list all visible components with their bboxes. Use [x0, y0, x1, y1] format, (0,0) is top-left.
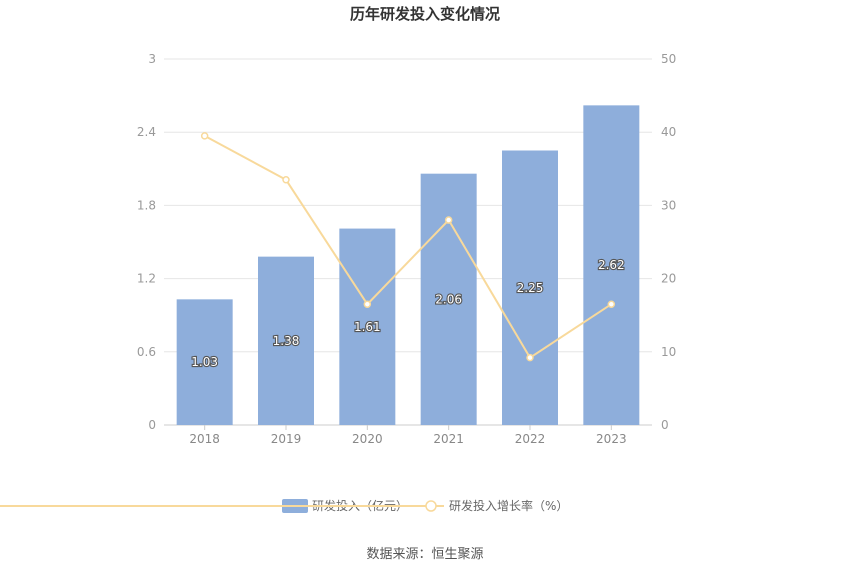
right-tick-label: 0: [661, 418, 669, 432]
data-source: 数据来源：恒生聚源: [366, 547, 483, 562]
bar: [176, 299, 233, 425]
line-point: [607, 300, 616, 308]
x-tick-label: 2019: [271, 432, 302, 446]
left-tick-label: 1.2: [137, 272, 156, 286]
right-tick-label: 10: [661, 345, 676, 359]
grid: [164, 58, 652, 426]
left-axis: 0 0.6 1.2 1.8 2.4 3: [137, 52, 156, 432]
x-tick-label: 2021: [433, 432, 464, 446]
x-tick-label: 2023: [596, 432, 627, 446]
line-point: [526, 353, 534, 362]
left-tick-label: 0.6: [137, 345, 156, 359]
left-tick-label: 0: [148, 418, 156, 432]
left-tick-label: 2.4: [137, 125, 156, 139]
line-point: [200, 132, 209, 140]
bar-value-label: 2.25: [517, 281, 544, 295]
right-tick-label: 40: [661, 125, 676, 139]
bar-value-label: 1.03: [191, 355, 218, 369]
bar: [583, 105, 640, 426]
bar-series: [176, 105, 640, 426]
legend-line-label[interactable]: 研发投入增长率（%）: [449, 498, 568, 513]
bar: [420, 173, 477, 425]
bar: [258, 256, 314, 425]
x-tick-label: 2022: [515, 432, 546, 446]
line-series: [200, 132, 616, 362]
line-point: [282, 176, 290, 184]
line-point: [363, 300, 372, 308]
legend: 研发投入（亿元） 研发投入增长率（%）: [0, 498, 568, 513]
growth-rate-line: [204, 134, 612, 360]
x-axis: 2018 2019 2020 2021 2022 2023: [189, 425, 627, 446]
left-tick-label: 3: [148, 52, 156, 66]
bar: [502, 150, 558, 425]
bar-labels: 1.03 1.38 1.61 2.06 2.25 2.62: [190, 257, 626, 370]
right-tick-label: 30: [661, 198, 676, 212]
legend-line-marker: [425, 500, 437, 512]
x-tick-label: 2018: [189, 432, 220, 446]
right-axis: 0 10 20 30 40 50: [661, 52, 676, 432]
bar-value-label: 1.61: [354, 320, 381, 334]
bar-value-label: 1.38: [273, 334, 300, 348]
right-tick-label: 20: [661, 272, 676, 286]
bar-value-label: 2.62: [598, 258, 625, 272]
left-tick-label: 1.8: [137, 198, 156, 212]
line-point: [444, 216, 453, 224]
chart-title: 历年研发投入变化情况: [350, 5, 500, 23]
bar: [339, 228, 396, 425]
x-tick-label: 2020: [352, 432, 383, 446]
right-tick-label: 50: [661, 52, 676, 66]
bar-value-label: 2.06: [435, 292, 462, 306]
